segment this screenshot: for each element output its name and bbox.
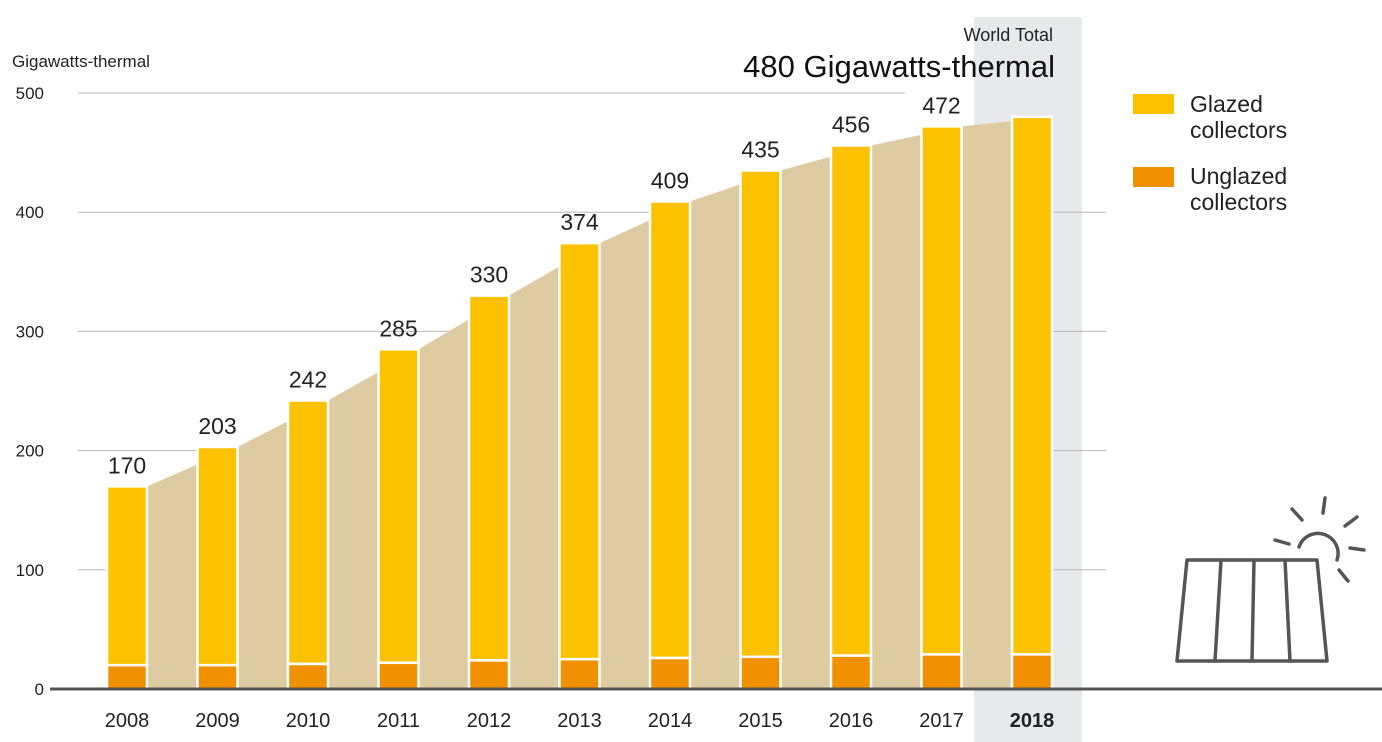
world-total-value: 480 Gigawatts-thermal bbox=[743, 49, 1055, 84]
bar-unglazed-2014 bbox=[648, 656, 692, 691]
value-labels: 170 203 242 285 330 374 409 435 456 472 bbox=[108, 92, 961, 478]
bar-unglazed-2017 bbox=[920, 653, 963, 691]
bar-unglazed-2011 bbox=[377, 661, 420, 691]
y-tick-200: 200 bbox=[16, 442, 44, 461]
bar-unglazed-2010 bbox=[286, 662, 330, 691]
bar-glazed-2009 bbox=[196, 445, 239, 667]
value-label-2009: 203 bbox=[198, 413, 236, 439]
x-tick-2014: 2014 bbox=[648, 710, 693, 732]
bar-glazed-2013 bbox=[558, 241, 601, 661]
value-label-2017: 472 bbox=[922, 92, 960, 118]
x-tick-labels: 2008 2009 2010 2011 2012 2013 2014 2015 2016 2017… bbox=[105, 710, 1055, 732]
value-label-2012: 330 bbox=[470, 262, 508, 288]
bar-glazed-2017 bbox=[920, 125, 963, 656]
bar-glazed-2016 bbox=[829, 144, 873, 657]
value-label-2008: 170 bbox=[108, 452, 146, 478]
x-tick-2010: 2010 bbox=[286, 710, 331, 732]
bar-unglazed-2015 bbox=[739, 655, 782, 691]
x-tick-2008: 2008 bbox=[105, 710, 150, 732]
x-tick-2009: 2009 bbox=[195, 710, 240, 732]
x-tick-2011: 2011 bbox=[377, 710, 420, 732]
x-tick-2015: 2015 bbox=[738, 710, 783, 732]
legend: Glazed collectors Unglazed collectors bbox=[1133, 91, 1287, 215]
bar-glazed-2018 bbox=[1010, 115, 1054, 656]
value-label-2011: 285 bbox=[379, 315, 417, 341]
bar-glazed-2011 bbox=[377, 348, 420, 665]
bar-unglazed-2016 bbox=[829, 654, 873, 691]
legend-label-unglazed-line1: Unglazed bbox=[1190, 163, 1287, 189]
x-tick-2013: 2013 bbox=[557, 710, 602, 732]
bar-glazed-2010 bbox=[286, 399, 330, 666]
y-tick-400: 400 bbox=[16, 203, 44, 222]
bar-unglazed-2013 bbox=[558, 657, 601, 691]
bar-glazed-2014 bbox=[648, 200, 692, 660]
x-tick-2012: 2012 bbox=[467, 710, 512, 732]
x-tick-2017: 2017 bbox=[919, 710, 964, 732]
x-tick-2018: 2018 bbox=[1010, 710, 1055, 732]
value-label-2014: 409 bbox=[651, 167, 689, 193]
legend-swatch-glazed bbox=[1133, 94, 1174, 114]
value-label-2016: 456 bbox=[832, 111, 870, 137]
bar-unglazed-2009 bbox=[196, 663, 239, 691]
legend-label-unglazed-line2: collectors bbox=[1190, 189, 1287, 215]
bar-unglazed-2008 bbox=[105, 663, 149, 691]
bar-glazed-2015 bbox=[739, 169, 782, 659]
y-tick-500: 500 bbox=[16, 84, 44, 103]
y-tick-labels: 0 100 200 300 400 500 bbox=[16, 84, 44, 699]
y-tick-100: 100 bbox=[16, 561, 44, 580]
solar-collector-icon bbox=[1175, 496, 1366, 663]
y-tick-300: 300 bbox=[16, 322, 44, 341]
bars bbox=[105, 115, 1054, 691]
world-total-label: World Total bbox=[964, 25, 1053, 45]
bar-unglazed-2012 bbox=[467, 659, 511, 691]
y-axis-label: Gigawatts-thermal bbox=[12, 52, 150, 71]
legend-label-glazed-line1: Glazed bbox=[1190, 91, 1263, 117]
value-label-2010: 242 bbox=[289, 367, 327, 393]
legend-label-glazed-line2: collectors bbox=[1190, 117, 1287, 143]
bar-unglazed-2018 bbox=[1010, 653, 1054, 691]
legend-swatch-unglazed bbox=[1133, 167, 1174, 187]
value-label-2013: 374 bbox=[560, 209, 599, 235]
bar-glazed-2012 bbox=[467, 294, 511, 662]
y-tick-0: 0 bbox=[35, 680, 44, 699]
value-label-2015: 435 bbox=[741, 136, 779, 162]
x-tick-2016: 2016 bbox=[829, 710, 874, 732]
bar-glazed-2008 bbox=[105, 485, 149, 667]
